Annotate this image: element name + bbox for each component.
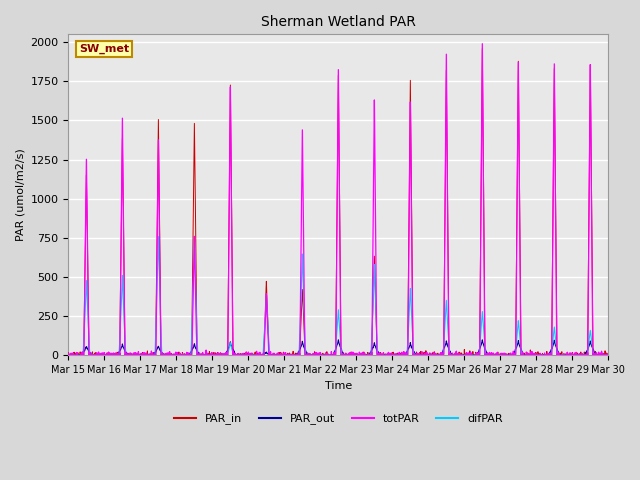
Text: SW_met: SW_met	[79, 44, 129, 54]
Y-axis label: PAR (umol/m2/s): PAR (umol/m2/s)	[15, 148, 25, 241]
Title: Sherman Wetland PAR: Sherman Wetland PAR	[260, 15, 415, 29]
X-axis label: Time: Time	[324, 381, 352, 391]
Legend: PAR_in, PAR_out, totPAR, difPAR: PAR_in, PAR_out, totPAR, difPAR	[169, 409, 508, 429]
